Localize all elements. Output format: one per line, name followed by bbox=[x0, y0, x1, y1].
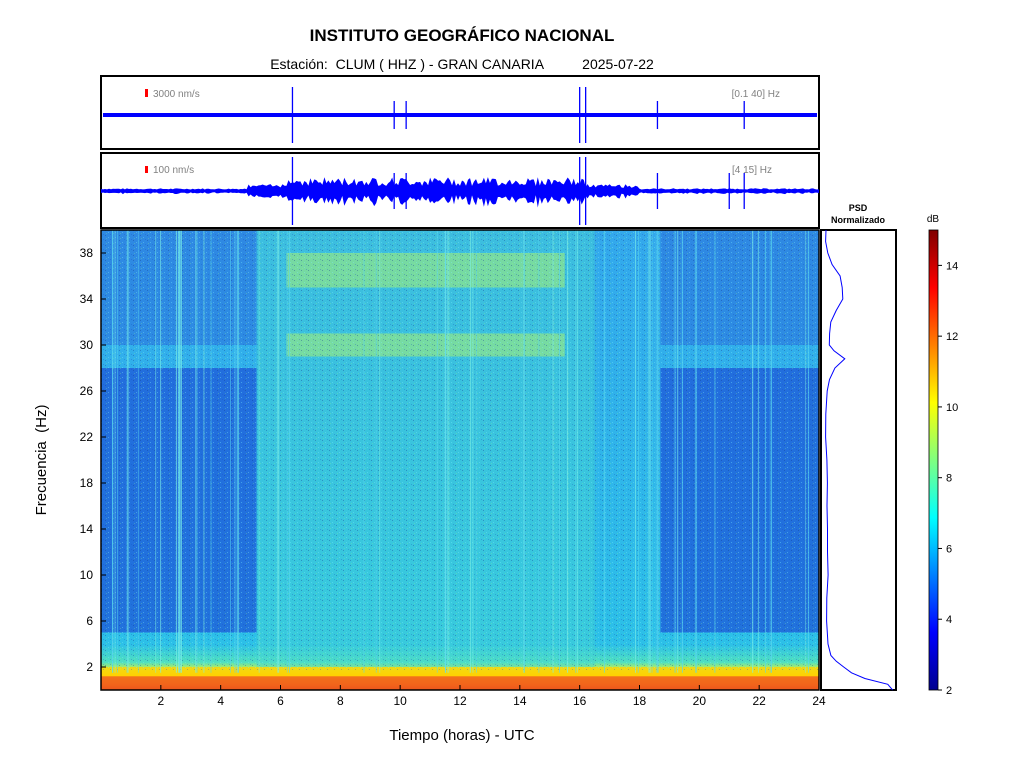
x-tick-label: 10 bbox=[393, 694, 407, 708]
y-tick-label: 10 bbox=[80, 568, 94, 582]
station-label: Estación: bbox=[270, 56, 328, 72]
y-tick-label: 34 bbox=[80, 292, 94, 306]
waveform-bottom-scale-bar bbox=[145, 166, 148, 173]
colorbar: dB 2 4 6 8 10 12 14 bbox=[927, 214, 958, 697]
x-tick-label: 24 bbox=[812, 694, 826, 708]
x-tick-label: 2 bbox=[157, 694, 164, 708]
spectrogram-panel: 2 4 6 8 10 12 14 16 18 20 22 24 261014182226303438 … bbox=[33, 229, 826, 744]
station-subtitle: Estación: CLUM ( HHZ ) - GRAN CANARIA 20… bbox=[0, 56, 924, 72]
x-tick-label: 12 bbox=[453, 694, 467, 708]
spectrogram-vertical-lines bbox=[111, 230, 809, 673]
spectrogram-x-label: Tiempo (horas) - UTC bbox=[389, 727, 534, 744]
colorbar-tick-label: 12 bbox=[946, 331, 958, 343]
psd-panel: PSD Normalizado bbox=[820, 203, 897, 691]
station-name: CLUM ( HHZ ) - GRAN CANARIA bbox=[335, 56, 544, 72]
waveform-bottom-band-label: [4 15] Hz bbox=[732, 165, 772, 176]
y-tick-label: 38 bbox=[80, 246, 94, 260]
y-tick-label: 26 bbox=[80, 384, 94, 398]
waveform-bottom-envelope bbox=[101, 177, 819, 208]
spectrogram-speckle bbox=[101, 230, 819, 670]
colorbar-ticks: 2 4 6 8 10 12 14 bbox=[938, 260, 958, 697]
plot-date: 2025-07-22 bbox=[582, 56, 654, 72]
y-tick-label: 18 bbox=[80, 476, 94, 490]
x-tick-label: 16 bbox=[573, 694, 587, 708]
waveform-top-scale-label: 3000 nm/s bbox=[153, 89, 200, 100]
colorbar-tick-label: 4 bbox=[946, 614, 952, 626]
y-tick-label: 30 bbox=[80, 338, 94, 352]
spectrogram-x-axis: 2 4 6 8 10 12 14 16 18 20 22 24 bbox=[157, 685, 826, 708]
x-tick-label: 4 bbox=[217, 694, 224, 708]
waveform-top-frame bbox=[100, 75, 820, 150]
x-tick-label: 18 bbox=[633, 694, 647, 708]
colorbar-tick-label: 8 bbox=[946, 473, 952, 485]
waveform-top-panel: 3000 nm/s [0.1 40] Hz bbox=[100, 75, 820, 150]
colorbar-tick-label: 14 bbox=[946, 260, 958, 272]
waveform-bottom-panel: 100 nm/s [4 15] Hz bbox=[100, 152, 820, 229]
spectrogram-y-label: Frecuencia (Hz) bbox=[33, 405, 50, 516]
psd-curve bbox=[825, 229, 893, 691]
psd-title-line2: Normalizado bbox=[831, 215, 886, 225]
colorbar-gradient bbox=[928, 229, 939, 691]
waveform-bottom-spikes bbox=[291, 157, 745, 225]
x-tick-label: 6 bbox=[277, 694, 284, 708]
y-tick-label: 22 bbox=[80, 430, 94, 444]
colorbar-tick-label: 6 bbox=[946, 543, 952, 555]
y-tick-label: 2 bbox=[86, 660, 93, 674]
waveform-top-scale-bar bbox=[145, 89, 148, 97]
x-tick-label: 22 bbox=[752, 694, 766, 708]
page-title: INSTITUTO GEOGRÁFICO NACIONAL bbox=[309, 26, 615, 45]
x-tick-label: 20 bbox=[693, 694, 707, 708]
x-tick-label: 8 bbox=[337, 694, 344, 708]
waveform-top-spikes bbox=[291, 87, 745, 143]
waveform-bottom-scale-label: 100 nm/s bbox=[153, 165, 194, 176]
y-tick-label: 6 bbox=[86, 614, 93, 628]
x-tick-label: 14 bbox=[513, 694, 527, 708]
y-tick-label: 14 bbox=[80, 522, 94, 536]
spectrogram-warm-band bbox=[101, 667, 819, 677]
psd-title-line1: PSD bbox=[849, 203, 868, 213]
colorbar-tick-label: 10 bbox=[946, 402, 958, 414]
colorbar-tick-label: 2 bbox=[946, 685, 952, 697]
psd-frame bbox=[820, 229, 897, 691]
colorbar-label: dB bbox=[927, 214, 940, 225]
waveform-top-band-label: [0.1 40] Hz bbox=[732, 89, 780, 100]
